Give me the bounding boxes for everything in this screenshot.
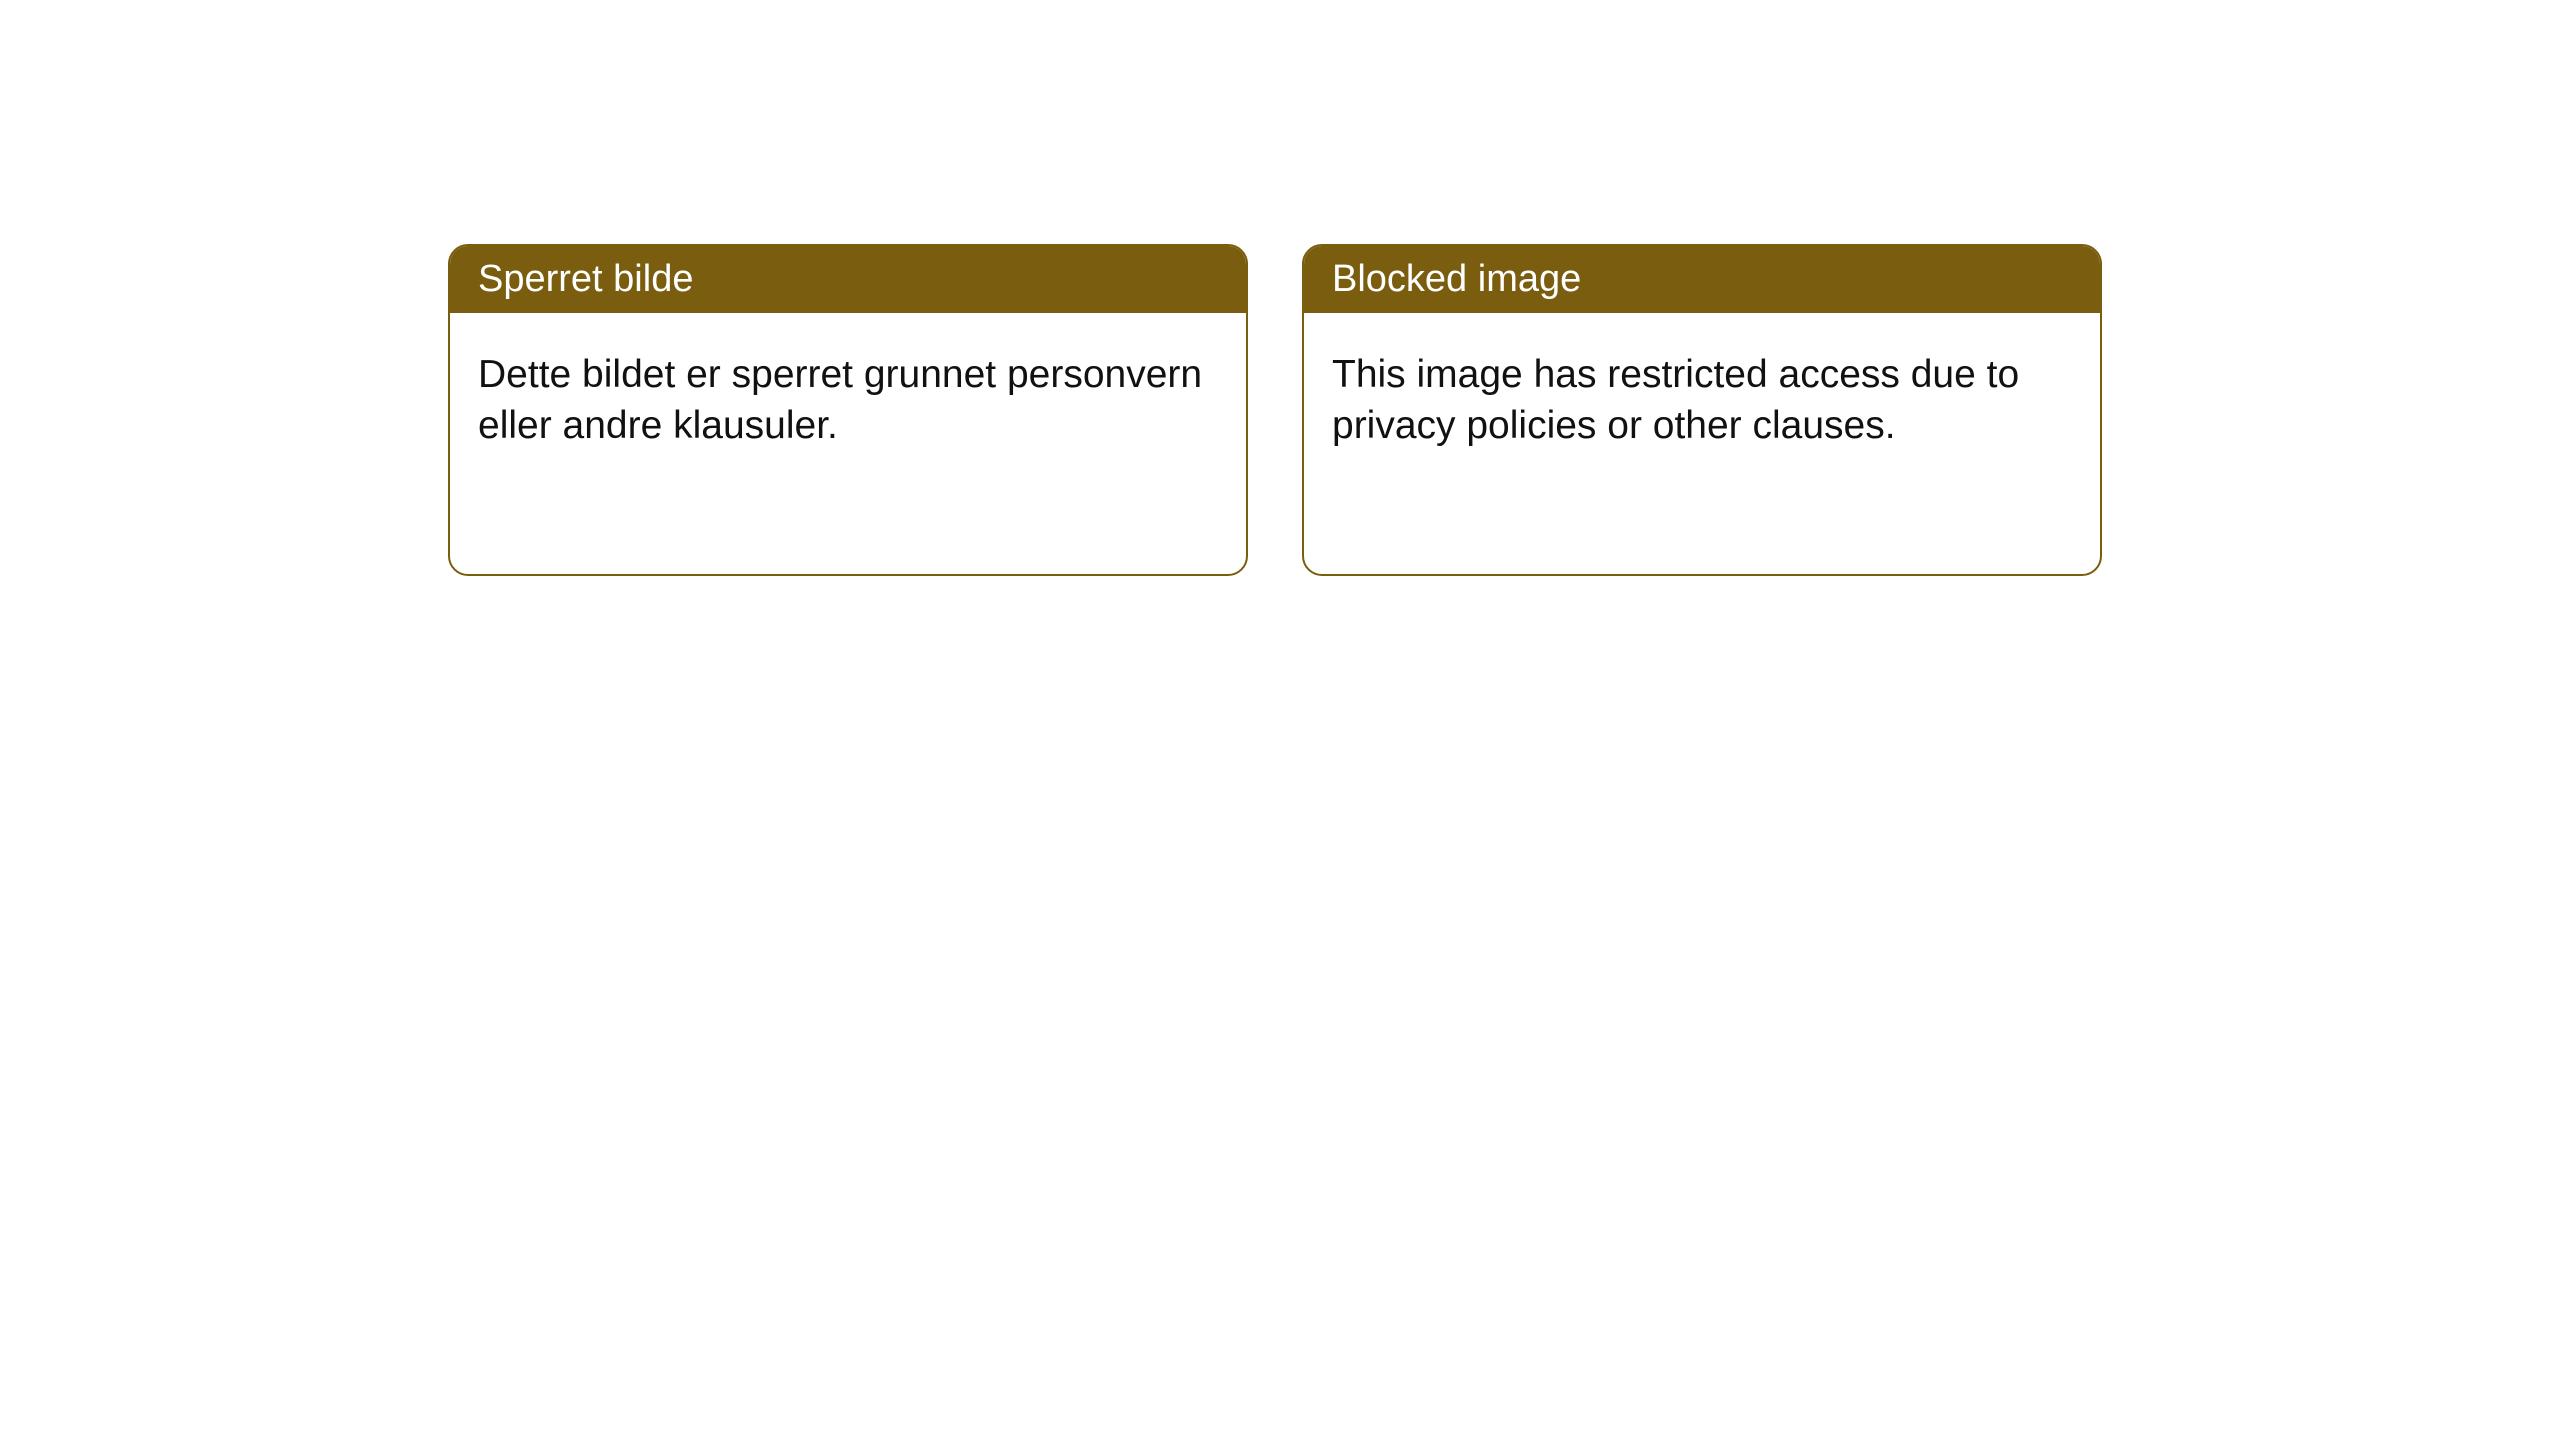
card-header: Blocked image: [1304, 246, 2100, 313]
card-body-text: This image has restricted access due to …: [1332, 353, 2019, 447]
card-body: This image has restricted access due to …: [1304, 313, 2100, 488]
card-body: Dette bildet er sperret grunnet personve…: [450, 313, 1246, 488]
notice-card-english: Blocked image This image has restricted …: [1302, 244, 2102, 576]
notice-card-norwegian: Sperret bilde Dette bildet er sperret gr…: [448, 244, 1248, 576]
card-header-text: Blocked image: [1332, 258, 1581, 300]
card-header-text: Sperret bilde: [478, 258, 693, 300]
card-body-text: Dette bildet er sperret grunnet personve…: [478, 353, 1202, 447]
notice-cards-container: Sperret bilde Dette bildet er sperret gr…: [448, 244, 2102, 576]
card-header: Sperret bilde: [450, 246, 1246, 313]
